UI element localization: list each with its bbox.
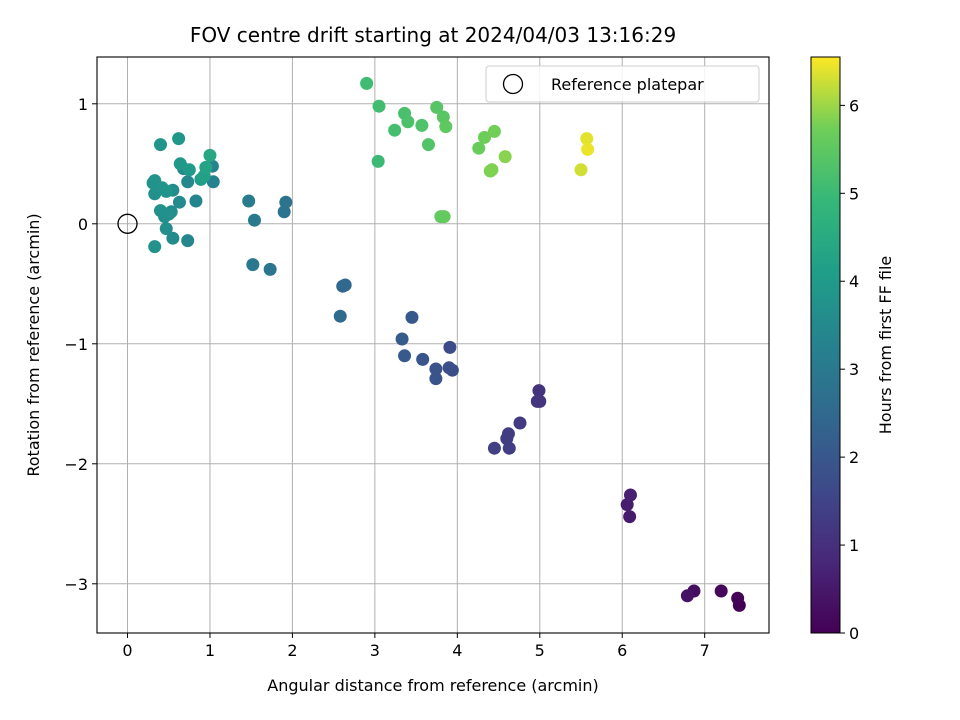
y-tick-label: −2 <box>64 455 88 474</box>
colorbar-label: Hours from first FF file <box>876 256 895 435</box>
scatter-point <box>416 352 430 366</box>
scatter-point <box>181 175 195 189</box>
x-tick-label: 3 <box>370 641 380 660</box>
x-tick-label: 7 <box>700 641 710 660</box>
scatter-point <box>246 258 260 272</box>
scatter-point <box>623 488 637 502</box>
scatter-point <box>487 124 501 138</box>
scatter-points <box>146 76 746 612</box>
x-tick-label: 1 <box>205 641 215 660</box>
x-tick-label: 4 <box>452 641 462 660</box>
scatter-point <box>401 115 415 129</box>
x-tick-label: 0 <box>122 641 132 660</box>
x-tick-label: 5 <box>535 641 545 660</box>
scatter-point <box>159 222 173 236</box>
scatter-point <box>333 309 347 323</box>
x-tick-label: 6 <box>617 641 627 660</box>
scatter-point <box>714 584 728 598</box>
reference-platepar-marker <box>117 213 138 234</box>
y-tick-label: 0 <box>78 215 88 234</box>
colorbar-tick-label: 6 <box>849 96 859 115</box>
colorbar-frame <box>810 56 841 634</box>
colorbar-tick-label: 3 <box>849 360 859 379</box>
scatter-point <box>203 148 217 162</box>
scatter-point <box>277 205 291 219</box>
scatter-point <box>405 310 419 324</box>
scatter-point <box>443 340 457 354</box>
y-axis-label: Rotation from reference (arcmin) <box>24 213 43 476</box>
x-axis-label: Angular distance from reference (arcmin) <box>267 676 598 695</box>
scatter-point <box>166 231 180 245</box>
scatter-point <box>153 204 167 218</box>
scatter-point <box>181 234 195 248</box>
scatter-point <box>415 118 429 132</box>
colorbar-tick-label: 2 <box>849 448 859 467</box>
scatter-point <box>153 138 167 152</box>
scatter-point <box>680 589 694 603</box>
scatter-point <box>395 332 409 346</box>
colorbar-tick-label: 5 <box>849 184 859 203</box>
scatter-point <box>189 194 203 208</box>
scatter-point <box>421 138 435 152</box>
scatter-point <box>430 100 444 114</box>
colorbar-tick-label: 0 <box>849 624 859 643</box>
scatter-point <box>498 150 512 164</box>
scatter-point <box>388 123 402 137</box>
scatter-point <box>442 361 456 375</box>
scatter-point <box>172 132 186 146</box>
scatter-point <box>148 240 162 254</box>
y-tick-label: −3 <box>64 575 88 594</box>
x-tick-label: 2 <box>287 641 297 660</box>
scatter-point <box>502 441 516 455</box>
scatter-point <box>360 76 374 90</box>
scatter-point <box>247 213 261 227</box>
scatter-point <box>398 349 412 363</box>
scatter-point <box>623 510 637 524</box>
scatter-point <box>439 120 453 134</box>
scatter-point <box>530 394 544 408</box>
scatter-point <box>182 163 196 177</box>
scatter-point <box>580 132 594 146</box>
scatter-point <box>279 195 293 209</box>
scatter-point <box>371 154 385 168</box>
scatter-point <box>437 210 451 224</box>
scatter-point <box>513 416 527 430</box>
scatter-point <box>242 194 256 208</box>
scatter-point <box>478 130 492 144</box>
scatter-point <box>429 372 443 386</box>
legend-box <box>485 65 760 103</box>
scatter-point <box>731 591 745 605</box>
scatter-point <box>487 441 501 455</box>
scatter-point <box>485 163 499 177</box>
colorbar-tick-label: 4 <box>849 272 859 291</box>
colorbar-tick-label: 1 <box>849 536 859 555</box>
axis-ticks: 0 1 2 3 4 5 6 7 −3 −2 −1 0 1 <box>64 95 709 660</box>
colorbar-ticks: 0 1 2 3 4 5 6 <box>840 96 859 643</box>
colorbar <box>811 57 840 633</box>
scatter-point <box>472 141 486 155</box>
scatter-point <box>372 99 386 113</box>
scatter-point <box>581 142 595 156</box>
legend-label: Reference platepar <box>551 75 704 94</box>
scatter-point <box>429 362 443 376</box>
legend-marker-icon <box>502 73 524 95</box>
scatter-point <box>263 262 277 276</box>
y-tick-label: 1 <box>78 95 88 114</box>
scatter-point <box>336 279 350 293</box>
scatter-point <box>574 163 588 177</box>
y-tick-label: −1 <box>64 335 88 354</box>
scatter-point <box>532 384 546 398</box>
scatter-point <box>199 160 213 174</box>
scatter-point <box>172 195 186 209</box>
chart-title: FOV centre drift starting at 2024/04/03 … <box>190 23 676 47</box>
legend: Reference platepar <box>485 65 760 103</box>
plot-frame <box>96 56 770 634</box>
scatter-point <box>159 184 173 198</box>
